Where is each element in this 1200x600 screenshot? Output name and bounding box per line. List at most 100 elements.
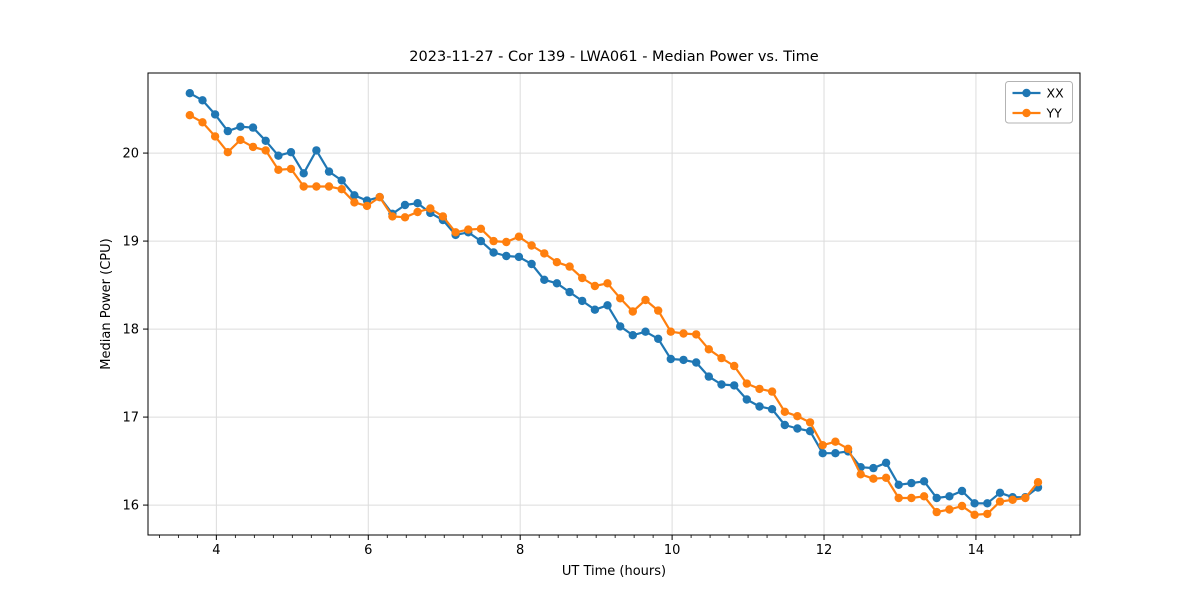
data-point [932,493,941,503]
data-point [350,191,359,200]
data-point [451,228,460,237]
data-point [995,497,1005,506]
data-point [603,301,612,310]
data-point [983,499,992,508]
data-point [616,294,625,303]
legend: XX YY [1005,81,1073,124]
data-point [945,492,954,501]
data-point [236,135,245,145]
data-point [565,262,574,271]
data-point [805,427,815,436]
data-point [286,148,296,157]
plot-border [147,72,1081,536]
data-point [527,259,536,269]
x-tick-label: 14 [968,543,985,558]
data-point [540,249,549,258]
data-point [767,387,777,396]
data-point [1033,478,1043,487]
x-tick-label: 6 [364,543,372,558]
x-axis-label: UT Time (hours) [562,564,666,579]
data-point [894,480,903,489]
series-line-XX [189,92,1039,505]
data-point [755,384,764,394]
data-point [945,505,954,514]
series-layer [185,89,1043,519]
data-point [970,499,979,508]
data-point [793,424,802,433]
data-point [666,354,675,364]
data-point [932,507,941,517]
data-point [628,331,637,340]
data-point [185,89,194,98]
grid-layer [148,73,1080,535]
data-point [919,492,929,501]
data-point [919,477,929,486]
axes-layer: 4 6 8 10 12 14 16 17 18 19 20 [122,72,1081,558]
data-point [1008,495,1017,504]
x-tick-label: 4 [212,543,220,558]
data-point [400,213,410,222]
data-point [590,305,600,314]
x-tick-label: 8 [516,543,524,558]
data-point [489,236,498,246]
legend-entry-YY: YY [1012,105,1063,120]
data-point [881,458,891,467]
data-point [831,449,840,458]
data-point [704,372,713,381]
legend-label: YY [1046,105,1063,120]
data-point [869,463,878,473]
data-point [438,212,448,221]
data-point [400,200,410,210]
chart-title: 2023-11-27 - Cor 139 - LWA061 - Median P… [409,49,818,65]
data-point [983,509,992,519]
y-tick-label: 18 [122,323,139,338]
data-point [767,405,777,414]
data-point [831,437,840,446]
data-point [375,192,384,202]
data-point [957,501,967,511]
data-point [274,165,283,174]
y-axis-label: Median Power (CPU) [99,238,114,369]
data-point [894,493,903,503]
data-point [413,199,422,208]
data-point [489,248,498,257]
data-point [464,225,473,234]
y-tick-label: 20 [122,147,139,162]
data-point [198,96,207,105]
x-tick-label: 10 [664,543,681,558]
data-point [995,488,1005,497]
data-point [299,169,308,178]
legend-label: XX [1047,85,1065,100]
data-point [476,224,486,233]
data-point [692,330,701,339]
data-point [805,418,815,427]
data-point [742,395,751,404]
data-point [324,182,334,191]
data-point [679,329,688,338]
data-point [616,322,625,331]
data-point [337,185,346,194]
data-point [299,182,308,191]
data-point [641,295,650,305]
data-point [869,474,878,483]
data-point [970,510,979,519]
data-point [540,275,549,284]
data-point [185,111,194,120]
y-tick-label: 17 [122,411,139,426]
y-tick-label: 16 [122,499,139,514]
y-tick-label: 19 [122,235,139,250]
data-point [717,380,726,389]
legend-marker [1022,88,1031,98]
legend-marker [1022,108,1031,118]
data-point [704,345,713,354]
data-point [502,251,511,261]
data-point [324,167,334,176]
data-point [502,237,511,247]
data-point [198,118,207,127]
data-point [742,379,751,388]
data-point [641,327,650,336]
data-point [236,122,245,131]
data-point [552,258,562,267]
data-point [312,182,321,191]
